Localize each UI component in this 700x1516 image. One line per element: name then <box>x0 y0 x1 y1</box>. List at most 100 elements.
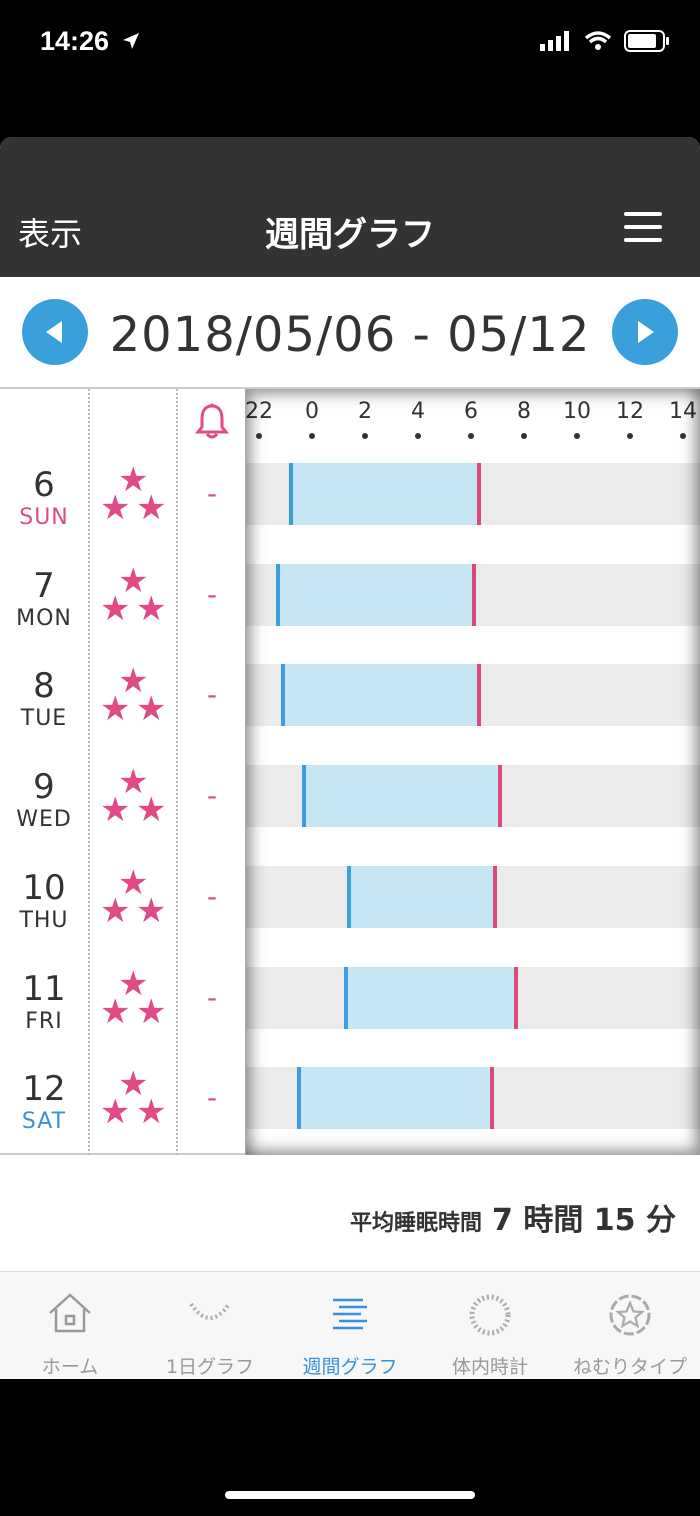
tab-label: 1日グラフ <box>165 1356 255 1378</box>
day-of-week: SAT <box>21 1109 67 1135</box>
wake-marker <box>492 865 497 928</box>
day-row[interactable]: 8 TUE ★ ★ ★ - <box>0 664 700 764</box>
display-button[interactable]: 表示 <box>18 215 83 253</box>
sleep-start-marker <box>280 664 285 727</box>
tab-label: 週間グラフ <box>302 1356 398 1378</box>
star-icon: ★ <box>136 890 167 931</box>
tick-dot <box>309 433 315 439</box>
star-icon: ★ <box>118 460 149 500</box>
tab-daily-graph[interactable]: 1日グラフ <box>140 1272 280 1379</box>
average-sleep-label: 平均睡眠時間 <box>350 1211 483 1236</box>
star-icon: ★ <box>118 661 149 702</box>
hamburger-menu-icon[interactable] <box>624 212 662 242</box>
sleep-bar <box>298 1067 493 1130</box>
tab-home[interactable]: ホーム <box>0 1272 140 1379</box>
tick-dot <box>362 433 368 439</box>
star-rating: ★ ★ ★ <box>98 967 170 1031</box>
wifi-icon <box>584 31 612 50</box>
page-title: 週間グラフ <box>265 215 435 255</box>
status-bar: 14:26 <box>0 0 700 90</box>
alarm-value: - <box>206 980 218 1014</box>
tick-label: 2 <box>358 399 372 424</box>
tab-weekly-graph[interactable]: 週間グラフ <box>280 1272 420 1379</box>
sleep-start-marker <box>275 563 280 626</box>
day-row[interactable]: 10 THU ★ ★ ★ - <box>0 866 700 966</box>
alarm-value: - <box>206 779 218 813</box>
home-indicator <box>225 1491 475 1499</box>
star-icon: ★ <box>136 588 167 629</box>
wake-marker <box>476 463 481 525</box>
tab-bar: ホーム 1日グラフ 週間グラフ 体内時計 <box>0 1271 700 1379</box>
tick-dot <box>468 433 474 439</box>
wake-marker <box>498 765 503 828</box>
tab-sleep-type[interactable]: ねむりタイプ <box>560 1272 700 1379</box>
day-row[interactable]: 11 FRI ★ ★ ★ - <box>0 967 700 1067</box>
date-number: 11 <box>22 968 66 1009</box>
arrow-right-icon <box>638 321 654 343</box>
app-window: 表示 週間グラフ 2018/05/06 - 05/12 22 0 2 4 6 8 10 12 1… <box>0 137 700 1379</box>
alarm-column <box>180 389 244 1155</box>
sleep-track <box>246 563 700 626</box>
day-row[interactable]: 7 MON ★ ★ ★ - <box>0 564 700 664</box>
star-icon: ★ <box>118 560 149 601</box>
date-range: 2018/05/06 - 05/12 <box>109 307 591 363</box>
battery-icon <box>624 30 669 52</box>
home-icon <box>49 1293 91 1333</box>
arrow-left-icon <box>46 321 62 343</box>
bell-icon <box>195 403 229 439</box>
alarm-value: - <box>206 678 218 712</box>
sleep-bar <box>277 563 474 626</box>
tick-dot <box>256 433 262 439</box>
weekly-graph-icon <box>333 1298 367 1330</box>
star-icon: ★ <box>136 790 167 831</box>
day-of-week: SUN <box>19 505 69 530</box>
alarm-value: - <box>206 1081 218 1115</box>
sleep-track <box>246 1067 700 1130</box>
signal-icon <box>540 31 569 51</box>
star-icon: ★ <box>118 762 149 803</box>
star-icon: ★ <box>118 862 149 903</box>
day-row[interactable]: 9 WED ★ ★ ★ - <box>0 765 700 865</box>
tick-label: 10 <box>563 399 591 424</box>
sleep-track <box>246 865 700 928</box>
wake-marker <box>490 1067 495 1130</box>
star-icon: ★ <box>136 689 167 730</box>
sleep-track <box>246 765 700 828</box>
average-sleep-value: 7 時間 15 分 <box>492 1203 676 1238</box>
star-icon: ★ <box>100 488 131 528</box>
rating-column <box>88 389 178 1155</box>
star-icon: ★ <box>100 890 131 931</box>
date-number: 12 <box>22 1069 66 1110</box>
day-of-week: TUE <box>20 706 68 732</box>
wake-marker <box>476 664 481 727</box>
status-icons <box>540 30 670 52</box>
date-number: 10 <box>22 867 66 908</box>
alarm-value: - <box>206 477 218 510</box>
sleep-start-marker <box>344 966 349 1029</box>
sleep-bar <box>282 664 479 727</box>
daily-graph-icon <box>189 1302 231 1320</box>
day-row[interactable]: 12 SAT ★ ★ ★ - <box>0 1067 700 1167</box>
date-navigation: 2018/05/06 - 05/12 <box>0 277 700 387</box>
star-icon: ★ <box>118 1064 149 1105</box>
star-icon: ★ <box>100 588 131 629</box>
star-icon: ★ <box>118 963 149 1004</box>
summary: 平均睡眠時間 7 時間 15 分 <box>0 1155 700 1271</box>
tick-label: 6 <box>464 399 478 424</box>
day-of-week: FRI <box>25 1008 63 1034</box>
tick-label: 8 <box>517 399 531 424</box>
tab-body-clock[interactable]: 体内時計 <box>420 1272 560 1379</box>
sleep-start-marker <box>347 865 352 928</box>
body-clock-icon <box>469 1294 511 1336</box>
star-rating: ★ ★ ★ <box>98 664 170 728</box>
star-icon: ★ <box>136 488 167 528</box>
next-week-button[interactable] <box>612 299 678 365</box>
sleep-track <box>246 966 700 1029</box>
tick-label: 0 <box>305 399 319 424</box>
previous-week-button[interactable] <box>22 299 88 365</box>
date-number: 9 <box>33 767 55 808</box>
status-time: 14:26 <box>40 26 110 56</box>
tick-dot <box>574 433 580 439</box>
day-row[interactable]: 6 SUN ★ ★ ★ - <box>0 463 700 563</box>
tick-dot <box>627 433 633 439</box>
